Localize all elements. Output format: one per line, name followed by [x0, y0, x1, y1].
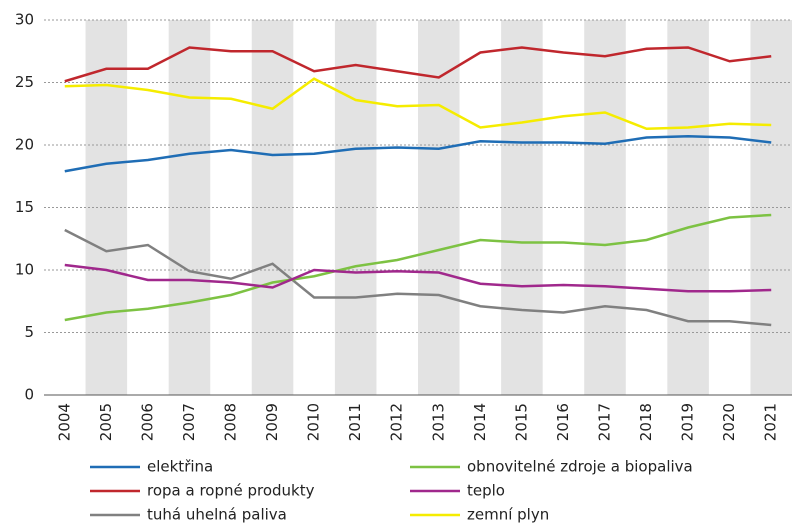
line [64, 228, 772, 327]
x-tick-label: 2004 [55, 403, 73, 441]
x-tick-label: 2019 [679, 403, 697, 441]
line [64, 77, 772, 131]
legend-label: teplo [467, 482, 505, 500]
x-tick-label: 2017 [596, 403, 614, 441]
x-tick-label: 2014 [471, 403, 489, 441]
y-tick-label: 0 [24, 386, 34, 404]
x-tick-label: 2015 [512, 403, 530, 441]
y-tick-label: 5 [24, 323, 34, 341]
x-tick-label: 2011 [346, 403, 364, 441]
x-tick-label: 2006 [138, 403, 156, 441]
legend-label: elektřina [147, 458, 213, 476]
x-tick-label: 2012 [388, 403, 406, 441]
line [64, 213, 772, 322]
x-tick-label: 2005 [97, 403, 115, 441]
line [64, 46, 772, 83]
y-tick-label: 25 [15, 73, 34, 91]
line [64, 263, 772, 293]
x-tick-label: 2018 [637, 403, 655, 441]
legend-label: tuhá uhelná paliva [147, 506, 287, 524]
line [64, 134, 772, 173]
x-tick-label: 2009 [263, 403, 281, 441]
x-tick-label: 2007 [180, 403, 198, 441]
y-tick-label: 10 [15, 261, 34, 279]
legend-label: ropa a ropné produkty [147, 482, 315, 500]
legend-label: obnovitelné zdroje a biopaliva [467, 458, 693, 476]
legend-label: zemní plyn [467, 506, 549, 524]
y-tick-label: 20 [15, 136, 34, 154]
x-tick-label: 2008 [222, 403, 240, 441]
y-tick-label: 30 [15, 11, 34, 29]
x-tick-label: 2013 [429, 403, 447, 441]
x-tick-label: 2020 [720, 403, 738, 441]
x-tick-label: 2010 [305, 403, 323, 441]
y-tick-label: 15 [15, 198, 34, 216]
x-tick-label: 2016 [554, 403, 572, 441]
x-tick-label: 2021 [762, 403, 780, 441]
